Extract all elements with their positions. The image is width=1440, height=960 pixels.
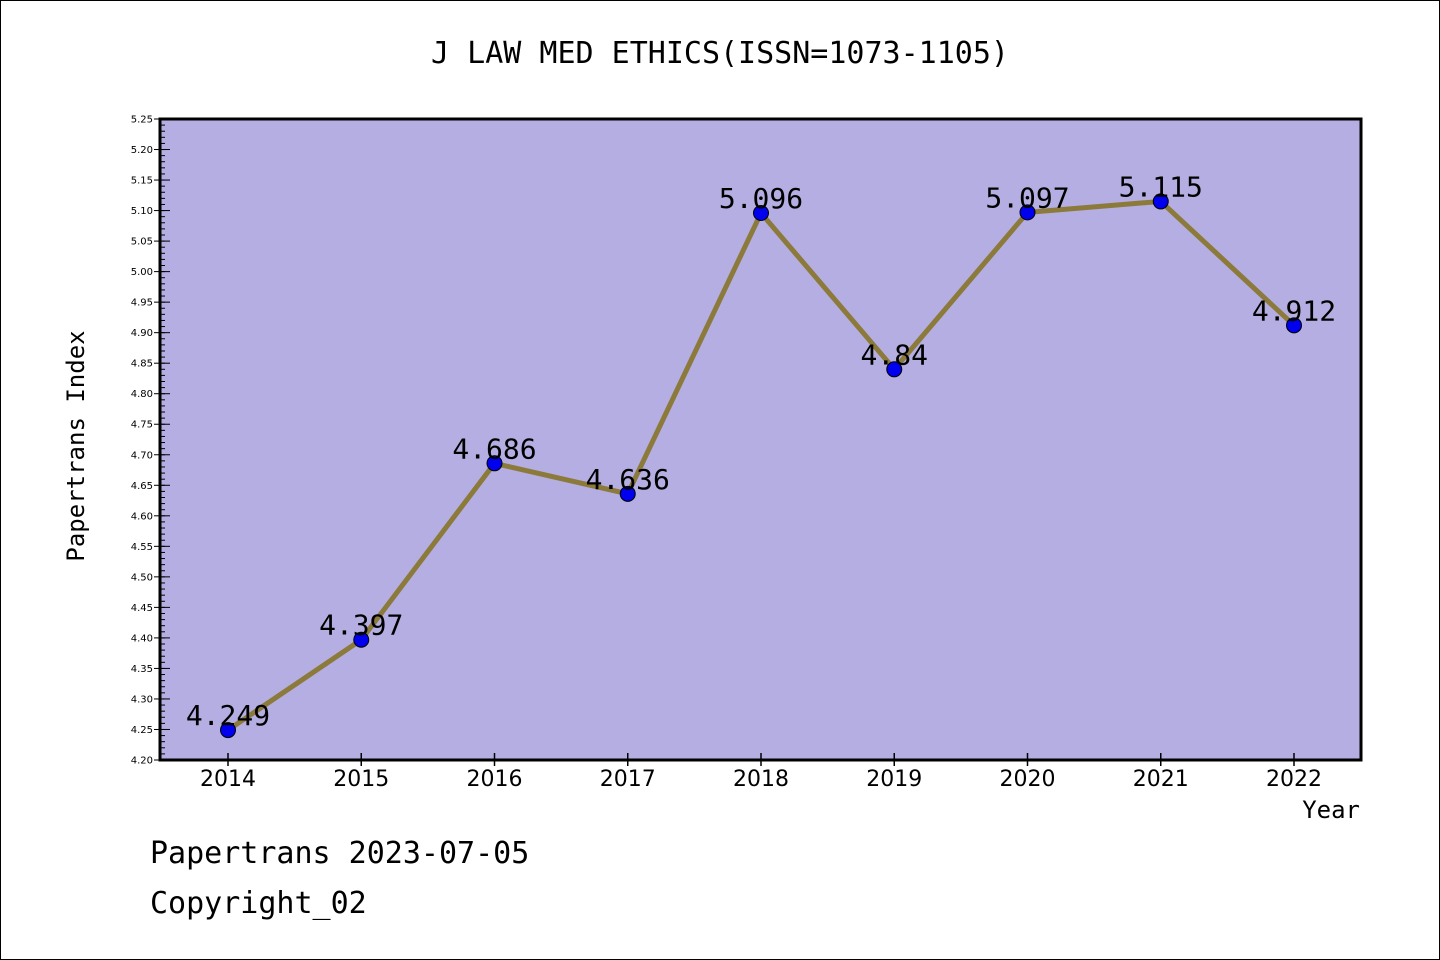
data-point: [1152, 193, 1169, 210]
y-tick-label: 4.70: [131, 450, 153, 461]
y-tick-label: 4.80: [131, 389, 153, 400]
y-tick-label: 5.15: [131, 176, 153, 187]
y-tick-label: 4.85: [131, 359, 153, 370]
data-point: [486, 455, 503, 472]
data-label: 4.249: [186, 699, 270, 732]
data-label: 4.686: [452, 432, 536, 465]
y-tick-label: 4.45: [131, 603, 153, 614]
footer-copyright: Copyright_02: [150, 886, 367, 921]
data-label: 4.912: [1252, 294, 1336, 327]
series-points-group: [220, 193, 1302, 739]
y-tick-label: 4.20: [131, 756, 153, 767]
y-axis-title: Papertrans Index: [62, 330, 90, 562]
y-tick-label: 4.50: [131, 572, 153, 583]
y-ticks: 4.20 4.25 4.30 4.35 4.40 4.45 4.50 4.55 4.60 4.65…: [131, 115, 170, 767]
y-tick-label: 4.90: [131, 328, 153, 339]
data-point: [619, 485, 636, 502]
x-ticks: 2014 2015 2016 2017 2018 2019 2020 2021 2022: [200, 753, 1322, 792]
data-label: 5.115: [1119, 170, 1203, 203]
y-tick-label: 5.25: [131, 115, 153, 126]
x-tick-label: 2019: [866, 767, 922, 792]
x-tick-label: 2018: [733, 767, 789, 792]
data-point: [886, 361, 903, 378]
y-tick-label: 5.10: [131, 206, 153, 217]
x-tick-label: 2015: [333, 767, 389, 792]
y-tick-label: 4.40: [131, 633, 153, 644]
y-tick-label: 4.95: [131, 298, 153, 309]
y-tick-label: 5.05: [131, 237, 153, 248]
data-label: 4.84: [861, 338, 928, 371]
footer-date: Papertrans 2023-07-05: [150, 836, 530, 871]
data-label: 5.096: [719, 182, 803, 215]
chart-title: J LAW MED ETHICS(ISSN=1073-1105): [431, 36, 1009, 71]
y-tick-label: 5.20: [131, 145, 153, 156]
data-point: [1286, 317, 1302, 334]
x-tick-label: 2022: [1266, 767, 1322, 792]
y-tick-label: 4.25: [131, 725, 153, 736]
x-axis-title: Year: [1302, 796, 1360, 824]
x-tick-label: 2016: [467, 767, 523, 792]
y-tick-label: 4.60: [131, 511, 153, 522]
data-label: 4.397: [319, 609, 403, 642]
x-tick-label: 2017: [600, 767, 656, 792]
x-tick-label: 2020: [1000, 767, 1056, 792]
data-point: [220, 722, 236, 739]
data-point: [1019, 204, 1036, 221]
x-tick-label: 2021: [1133, 767, 1189, 792]
data-labels-group: 4.249 4.397 4.686 4.636 5.096 4.84 5.097 5.115 4…: [186, 170, 1336, 732]
y-tick-label: 4.65: [131, 481, 153, 492]
data-label: 4.636: [586, 463, 670, 496]
y-tick-label: 4.35: [131, 664, 153, 675]
data-label: 5.097: [985, 181, 1069, 214]
data-point: [353, 631, 370, 648]
y-tick-label: 4.75: [131, 420, 153, 431]
y-tick-label: 4.30: [131, 694, 153, 705]
y-tick-label: 4.55: [131, 542, 153, 553]
y-tick-label: 5.00: [131, 267, 153, 278]
x-tick-label: 2014: [200, 767, 256, 792]
data-point: [753, 205, 769, 222]
plot-area: [158, 117, 1363, 762]
